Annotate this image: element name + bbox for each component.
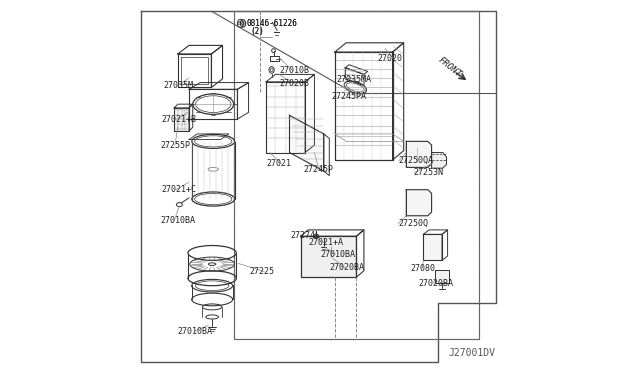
Text: 27245PA: 27245PA: [331, 92, 366, 101]
Text: 27010BA: 27010BA: [320, 250, 355, 259]
Text: 27250QA: 27250QA: [399, 156, 434, 165]
Text: 27020B: 27020B: [279, 79, 309, 88]
Text: FRONT: FRONT: [436, 55, 463, 79]
Polygon shape: [301, 236, 356, 277]
Polygon shape: [424, 234, 442, 260]
Text: 27010BA: 27010BA: [178, 327, 213, 336]
Text: 27021+A: 27021+A: [309, 238, 344, 247]
Text: 27020: 27020: [378, 54, 403, 63]
Text: (2): (2): [250, 28, 264, 36]
Text: B: B: [238, 21, 241, 26]
Text: 27020BA: 27020BA: [419, 279, 454, 288]
Polygon shape: [174, 108, 189, 131]
Polygon shape: [406, 141, 431, 167]
Polygon shape: [406, 190, 431, 216]
Bar: [234, 11, 479, 339]
Text: 27245P: 27245P: [303, 165, 333, 174]
Polygon shape: [289, 115, 324, 171]
Text: 27021+C: 27021+C: [162, 185, 197, 194]
Text: 27020BA: 27020BA: [330, 263, 365, 272]
Text: 27010BA: 27010BA: [161, 216, 196, 225]
Text: 08146-61226: 08146-61226: [246, 19, 297, 28]
Text: 27035MA: 27035MA: [337, 76, 372, 84]
Text: 27274L: 27274L: [291, 231, 320, 240]
Text: 27225: 27225: [250, 267, 275, 276]
Text: J27001DV: J27001DV: [449, 348, 495, 358]
Text: 27080: 27080: [410, 264, 435, 273]
Text: (2): (2): [250, 28, 264, 36]
Text: 27250Q: 27250Q: [398, 219, 428, 228]
Text: 27035M: 27035M: [164, 81, 194, 90]
Text: 27010B: 27010B: [279, 66, 309, 75]
Polygon shape: [435, 270, 449, 283]
Text: 08146-61226: 08146-61226: [246, 19, 297, 28]
Polygon shape: [431, 153, 447, 168]
Text: 27021+B: 27021+B: [162, 115, 197, 124]
Bar: [234, 11, 479, 339]
Text: 27255P: 27255P: [161, 141, 191, 150]
Text: 27021: 27021: [266, 159, 291, 168]
Text: 27253N: 27253N: [413, 169, 444, 177]
